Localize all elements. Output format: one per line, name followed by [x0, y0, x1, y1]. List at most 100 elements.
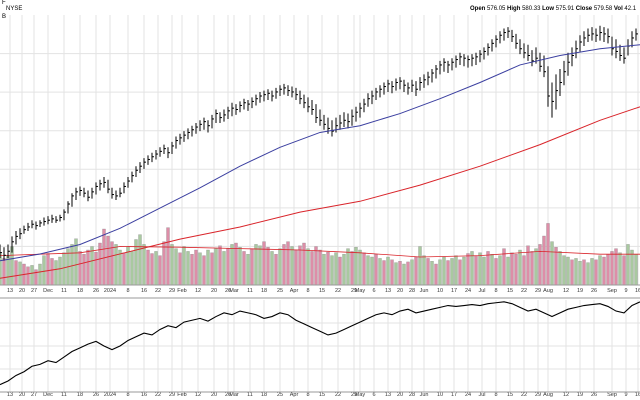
volume-bar — [514, 254, 518, 286]
volume-bar — [274, 254, 278, 286]
x-tick-label-bottom: Dec — [43, 392, 53, 398]
volume-bar — [294, 249, 298, 286]
volume-bar — [130, 251, 134, 286]
volume-bar — [254, 244, 258, 286]
x-tick-label-bottom: 27 — [31, 392, 37, 398]
x-tick-label-bottom: 8 — [494, 392, 497, 398]
volume-bar — [46, 253, 50, 286]
volume-bar — [198, 252, 202, 286]
x-tick-label: Aug — [543, 288, 553, 294]
x-tick-label: 16 — [141, 288, 147, 294]
volume-bar — [70, 244, 74, 286]
sub-fragment: B — [2, 14, 7, 20]
x-tick-label: Jun — [420, 288, 429, 294]
volume-bar — [182, 246, 186, 286]
volume-bar — [18, 261, 22, 286]
volume-bar — [558, 251, 562, 286]
x-tick-label: 20 — [397, 288, 403, 294]
volume-bar — [422, 255, 426, 286]
open-label: Open — [470, 6, 486, 12]
volume-bar — [586, 262, 590, 286]
volume-bar — [346, 248, 350, 286]
volume-bar — [478, 252, 482, 286]
volume-bar — [406, 261, 410, 286]
high-label: High — [507, 6, 521, 12]
x-tick-label: 8 — [126, 288, 129, 294]
vol-label: Vol — [613, 6, 623, 12]
volume-bar — [230, 244, 234, 286]
x-tick-label: 22 — [155, 288, 161, 294]
x-tick-label-bottom: 29 — [169, 392, 175, 398]
volume-bar — [50, 258, 54, 286]
x-tick-label-bottom: 20 — [397, 392, 403, 398]
x-tick-label-bottom: 22 — [155, 392, 161, 398]
volume-bar — [214, 248, 218, 286]
x-tick-label: 18 — [261, 288, 267, 294]
volume-bar — [266, 247, 270, 286]
volume-bar — [298, 245, 302, 286]
x-tick-label: Feb — [177, 288, 186, 294]
x-tick-label: 8 — [494, 288, 497, 294]
volume-bar — [366, 255, 370, 286]
volume-bar — [542, 235, 546, 286]
x-tick-label-bottom: 24 — [465, 392, 471, 398]
volume-bar — [430, 261, 434, 286]
x-tick-label: 19 — [577, 288, 583, 294]
volume-bar — [490, 254, 494, 286]
volume-bar — [570, 259, 574, 286]
x-tick-label: Mar — [229, 288, 239, 294]
volume-bar — [138, 234, 142, 286]
volume-bar — [494, 258, 498, 286]
volume-bar — [234, 242, 238, 286]
volume-bar — [522, 255, 526, 286]
volume-bar — [470, 251, 474, 286]
volume-bar — [106, 235, 110, 286]
volume-bar — [86, 249, 90, 286]
x-tick-label: 13 — [385, 288, 391, 294]
x-tick-label-bottom: 12 — [195, 392, 201, 398]
volume-bar — [326, 251, 330, 286]
x-tick-label-bottom: 10 — [437, 392, 443, 398]
indicator-line — [0, 301, 640, 386]
x-tick-label-bottom: 9 — [624, 392, 627, 398]
volume-bar — [190, 254, 194, 286]
volume-bar — [42, 255, 46, 286]
volume-bar — [318, 249, 322, 286]
volume-bar — [466, 253, 470, 286]
volume-bar — [418, 246, 422, 286]
volume-bar — [426, 258, 430, 286]
x-tick-label-bottom: Jun — [420, 392, 429, 398]
x-tick-label: 26 — [93, 288, 99, 294]
x-tick-label-bottom: 8 — [306, 392, 309, 398]
x-tick-label: 20 — [19, 288, 25, 294]
x-tick-label: 6 — [372, 288, 375, 294]
volume-bar — [498, 255, 502, 286]
x-tick-label-bottom: 25 — [277, 392, 283, 398]
x-tick-label: 12 — [563, 288, 569, 294]
volume-bar — [26, 266, 30, 286]
volume-bar — [462, 256, 466, 286]
x-tick-label: 12 — [195, 288, 201, 294]
volume-bar — [258, 245, 262, 286]
volume-bar — [526, 245, 530, 286]
close-label: Close — [575, 6, 593, 12]
x-tick-label: 22 — [521, 288, 527, 294]
volume-bar — [378, 258, 382, 286]
x-tick-label-bottom: Sep — [607, 392, 617, 398]
volume-bar — [222, 251, 226, 286]
volume-bar — [414, 256, 418, 286]
volume-bar — [562, 255, 566, 286]
volume-bar — [250, 248, 254, 286]
volume-bar — [78, 251, 82, 286]
x-tick-label-bottom: 29 — [535, 392, 541, 398]
volume-bar — [402, 263, 406, 286]
x-tick-label: 11 — [247, 288, 253, 294]
volume-bar — [442, 256, 446, 286]
volume-bar — [302, 242, 306, 286]
volume-bar — [394, 262, 398, 286]
x-tick-label: 15 — [507, 288, 513, 294]
x-tick-label-bottom: 15 — [319, 392, 325, 398]
x-tick-label: 10 — [437, 288, 443, 294]
volume-bar — [2, 258, 6, 286]
